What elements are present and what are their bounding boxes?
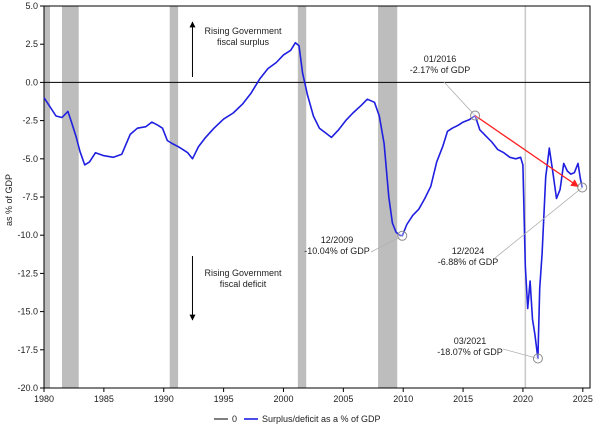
legend: 0 Surplus/deficit as a % of GDP [214,414,381,424]
series-group [43,41,590,360]
annotation-line: -6.88% of GDP [438,257,499,267]
annotation-line: Rising Government [204,26,282,36]
recession-band-4 [378,6,398,388]
recession-band-0 [44,6,50,388]
annotation-line: 12/2024 [452,246,485,256]
annotation-line: -18.07% of GDP [437,347,503,357]
x-axis: 1980 1985 1990 1995 2000 2005 2010 2015 2020 2025 [34,388,593,404]
y-axis-label: as % of GDP [4,174,14,226]
x-tick-label: 1980 [34,394,54,404]
annotation-line: Rising Government [204,268,282,278]
annotation-arrows [189,21,579,321]
recession-band-3 [297,6,307,388]
y-tick-label: -5.0 [22,154,38,164]
annotation-ann-2009: 12/2009 -10.04% of GDP [304,235,370,256]
recession-band-2 [169,6,179,388]
plot-border [43,5,591,389]
annotation-ann-2024: 12/2024 -6.88% of GDP [438,246,499,267]
trend-arrow [474,115,579,188]
annotation-leader [494,187,583,259]
y-axis: 5.0 2.5 0.0 -2.5 -5.0 -7.5 -10.0 -12.5 -15.0 -17.… [17,1,44,393]
annotation-ann-2016: 01/2016 -2.17% of GDP [410,54,471,75]
x-tick-label: 2010 [393,394,413,404]
x-tick-label: 2015 [453,394,473,404]
y-tick-label: -12.5 [17,268,38,278]
x-tick-label: 1990 [154,394,174,404]
deficit-series-line [43,41,583,360]
annotation-surplus-text: Rising Government fiscal surplus [204,26,282,47]
x-tick-label: 1995 [214,394,234,404]
y-tick-label: -15.0 [17,307,38,317]
x-tick-label: 2020 [513,394,533,404]
annotation-line: 03/2021 [454,336,487,346]
x-tick-label: 1985 [94,394,114,404]
annotation-circle [532,353,543,364]
y-tick-label: -2.5 [22,116,38,126]
annotation-leader [443,81,476,116]
y-tick-label: -10.0 [17,230,38,240]
legend-label-1: Surplus/deficit as a % of GDP [262,414,381,424]
recession-bands [44,6,527,388]
plot-frame [43,5,591,389]
y-tick-label: 0.0 [25,77,38,87]
annotation-deficit-text: Rising Government fiscal deficit [204,268,282,289]
annotation-leader [502,348,539,359]
y-tick-label: -17.5 [17,345,38,355]
annotation-circle [577,182,588,193]
annotation-circle [470,110,481,121]
y-tick-label: -7.5 [22,192,38,202]
annotation-line: -2.17% of GDP [410,65,471,75]
x-tick-label: 2000 [273,394,293,404]
annotation-line: 12/2009 [321,235,354,245]
annotation-circle [397,230,408,241]
annotation-line: fiscal surplus [217,37,270,47]
y-tick-label: 2.5 [25,39,38,49]
x-tick-label: 2005 [333,394,353,404]
y-tick-label: -20.0 [17,383,38,393]
annotation-ann-2021: 03/2021 -18.07% of GDP [437,336,503,357]
annotation-line: -10.04% of GDP [304,246,370,256]
annotation-line: fiscal deficit [220,279,267,289]
annotation-line: 01/2016 [424,54,457,64]
legend-label-0: 0 [232,414,237,424]
y-tick-label: 5.0 [25,1,38,11]
annotation-leader [370,235,403,253]
x-tick-label: 2025 [573,394,593,404]
recession-band-1 [61,6,79,388]
